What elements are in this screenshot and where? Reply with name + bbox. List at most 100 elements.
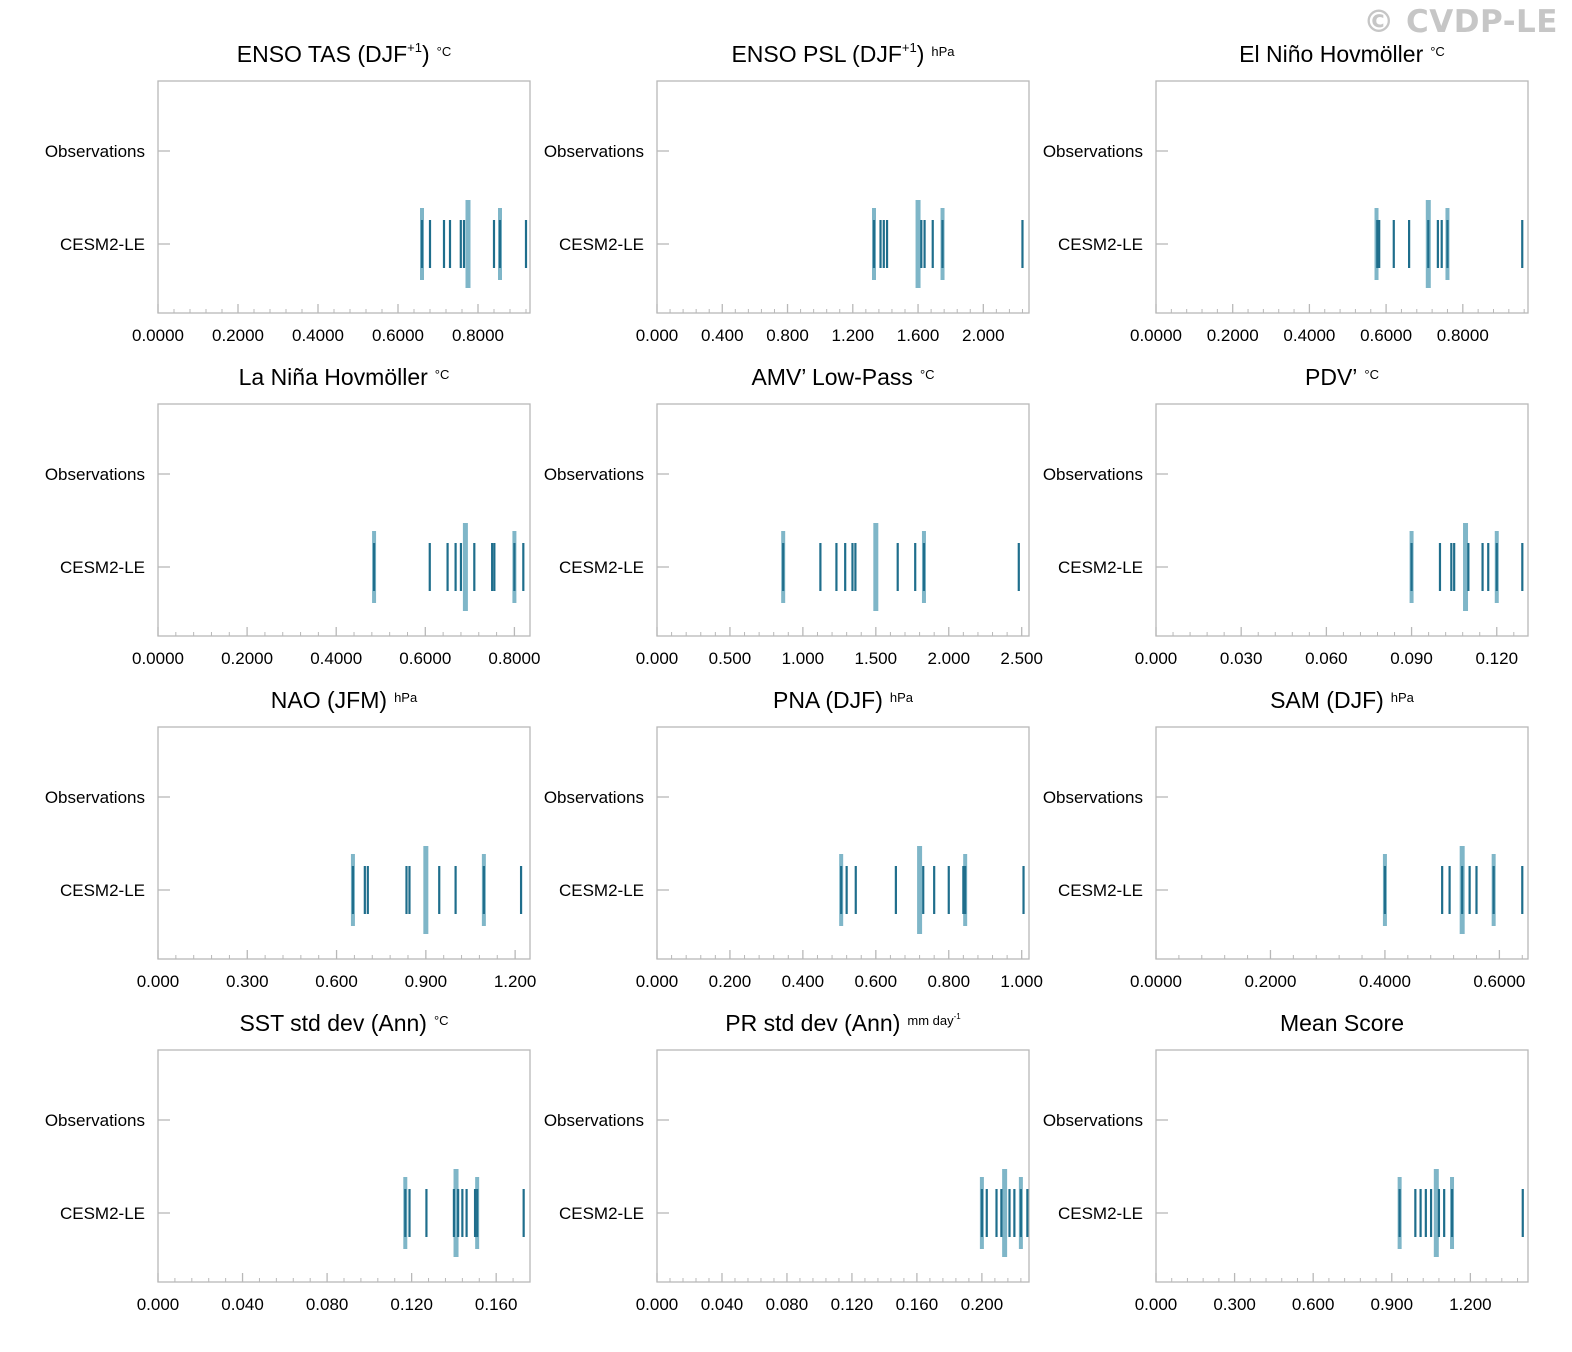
x-tick-label: 0.6000 [1360,326,1412,345]
plot-frame [656,403,1030,637]
x-tick-label: 0.200 [709,972,752,991]
x-tick-label: 1.000 [782,649,825,668]
y-tick-label: CESM2-LE [60,235,145,254]
x-tick-label: 0.000 [1135,1295,1178,1314]
x-tick-label: 0.2000 [1207,326,1259,345]
x-tick-label: 0.2000 [1244,972,1296,991]
chart-panel: SAM (DJF) hPa Observations CESM2-LE 0.0000 0.… [1043,687,1529,991]
y-tick-label: Observations [544,142,644,161]
x-tick-label: 0.2000 [212,326,264,345]
chart-panel: El Niño Hovmöller °C Observations CESM2-LE 0… [1043,41,1529,345]
y-tick-label: CESM2-LE [1058,881,1143,900]
x-tick-label: 0.900 [1371,1295,1414,1314]
x-tick-label: 0.800 [927,972,970,991]
x-tick-label: 0.000 [137,972,180,991]
y-tick-label: CESM2-LE [1058,235,1143,254]
y-tick-label: Observations [1043,788,1143,807]
x-tick-label: 1.600 [897,326,940,345]
x-tick-label: 0.6000 [1473,972,1525,991]
y-tick-label: Observations [544,465,644,484]
chart-title: ENSO PSL (DJF+1) hPa [731,40,955,67]
chart-title: PR std dev (Ann) mm day-1 [725,1010,961,1036]
chart-title: SAM (DJF) hPa [1270,687,1415,713]
plot-frame [656,80,1030,314]
y-tick-label: CESM2-LE [1058,558,1143,577]
plot-frame [157,1049,531,1283]
x-tick-label: 2.000 [927,649,970,668]
x-tick-label: 1.200 [494,972,537,991]
y-tick-label: Observations [45,1111,145,1130]
x-tick-label: 1.000 [1000,972,1043,991]
x-tick-label: 0.080 [766,1295,809,1314]
chart-title: El Niño Hovmöller °C [1239,41,1445,67]
y-tick-label: Observations [1043,1111,1143,1130]
plot-frame [157,403,531,637]
x-tick-label: 1.200 [832,326,875,345]
chart-panel: La Niña Hovmöller °C Observations CESM2-LE 0… [45,364,541,668]
x-tick-label: 0.2000 [221,649,273,668]
plot-frame [1155,726,1529,960]
x-tick-label: 0.090 [1390,649,1433,668]
plot-frame [656,1049,1030,1283]
y-tick-label: Observations [1043,465,1143,484]
y-tick-label: CESM2-LE [559,1204,644,1223]
chart-panel: ENSO PSL (DJF+1) hPa Observations CESM2-LE 0… [544,40,1030,345]
chart-title: SST std dev (Ann) °C [239,1010,448,1036]
x-tick-label: 0.000 [1135,649,1178,668]
x-tick-label: 0.060 [1305,649,1348,668]
x-tick-label: 0.0000 [1130,972,1182,991]
x-tick-label: 0.600 [1292,1295,1335,1314]
chart-title: ENSO TAS (DJF+1) °C [237,40,451,67]
chart-panel: AMV’ Low-Pass °C Observations CESM2-LE 0.000… [544,364,1043,668]
chart-title: PNA (DJF) hPa [773,687,914,713]
plot-frame [1155,1049,1529,1283]
chart-title: AMV’ Low-Pass °C [751,364,934,390]
x-tick-label: 0.4000 [292,326,344,345]
x-tick-label: 1.500 [855,649,898,668]
y-tick-label: Observations [544,1111,644,1130]
y-tick-label: CESM2-LE [559,881,644,900]
chart-panel: ENSO TAS (DJF+1) °C Observations CESM2-LE 0.… [45,40,531,345]
y-tick-label: Observations [1043,142,1143,161]
plot-frame [1155,403,1529,637]
x-tick-label: 0.160 [896,1295,939,1314]
chart-panel: Mean Score Observations CESM2-LE 0.000 0.300… [1043,1010,1529,1314]
x-tick-label: 0.160 [475,1295,518,1314]
x-tick-label: 0.000 [636,326,679,345]
x-tick-label: 0.600 [315,972,358,991]
x-tick-label: 0.900 [405,972,448,991]
y-tick-label: Observations [45,788,145,807]
y-tick-label: CESM2-LE [559,558,644,577]
x-tick-label: 2.000 [962,326,1005,345]
y-tick-label: CESM2-LE [1058,1204,1143,1223]
plot-frame [656,726,1030,960]
x-tick-label: 0.800 [766,326,809,345]
x-tick-label: 0.8000 [488,649,540,668]
y-tick-label: Observations [544,788,644,807]
x-tick-label: 0.400 [701,326,744,345]
x-tick-label: 0.300 [226,972,269,991]
y-tick-label: CESM2-LE [60,1204,145,1223]
x-tick-label: 2.500 [1000,649,1043,668]
chart-panel: NAO (JFM) hPa Observations CESM2-LE 0.000 0.3… [45,687,537,991]
plot-frame [1155,80,1529,314]
x-tick-label: 0.000 [636,649,679,668]
x-tick-label: 0.8000 [452,326,504,345]
x-tick-label: 0.030 [1220,649,1263,668]
chart-title: Mean Score [1280,1010,1404,1036]
x-tick-label: 0.500 [709,649,752,668]
x-tick-label: 0.0000 [132,649,184,668]
watermark: © CVDP-LE [1363,4,1558,40]
y-tick-label: CESM2-LE [60,558,145,577]
x-tick-label: 0.300 [1213,1295,1256,1314]
x-tick-label: 0.400 [782,972,825,991]
chart-title: NAO (JFM) hPa [271,687,418,713]
chart-title: La Niña Hovmöller °C [239,364,450,390]
x-tick-label: 0.040 [221,1295,264,1314]
plot-frame [157,726,531,960]
x-tick-label: 0.120 [390,1295,433,1314]
plot-frame [157,80,531,314]
x-tick-label: 0.6000 [372,326,424,345]
x-tick-label: 1.200 [1449,1295,1492,1314]
